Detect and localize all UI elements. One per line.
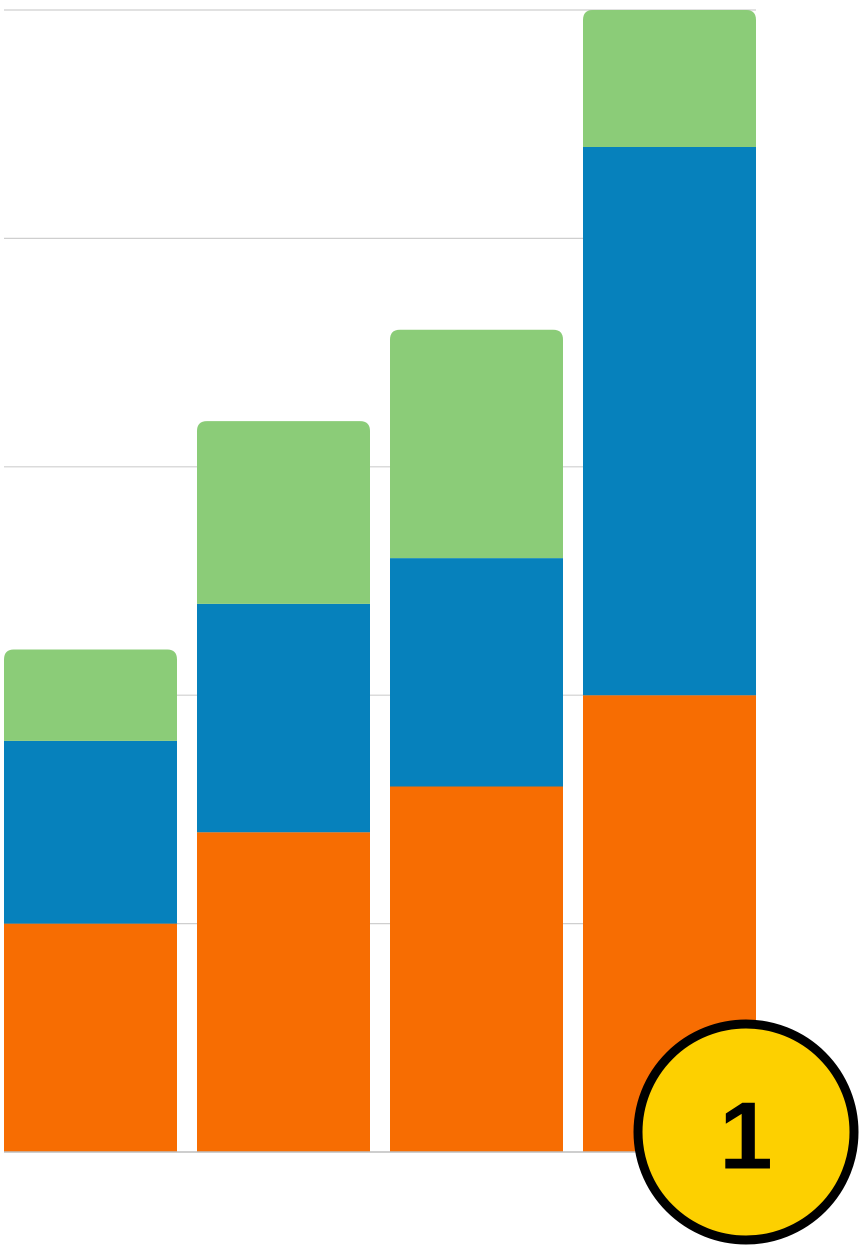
bar-segment [197,421,370,604]
bar-stack [390,329,563,1152]
bar-stack [583,10,756,1152]
bars [4,10,756,1152]
bar-segment [4,923,177,1152]
bar-segment [390,558,563,787]
badge-label: 1 [719,1083,772,1190]
bar-segment [583,10,756,148]
bar-segment [390,329,563,559]
bar-segment [583,147,756,696]
step-number-badge: 1 [633,1019,859,1245]
bar-segment [4,649,177,741]
bar-segment [4,740,177,924]
bar-segment [197,832,370,1152]
bar-stack [197,421,370,1152]
bar-segment [197,603,370,833]
badge-circle [633,1019,859,1245]
bar-segment [390,786,563,1152]
bar-stack [4,649,177,1152]
